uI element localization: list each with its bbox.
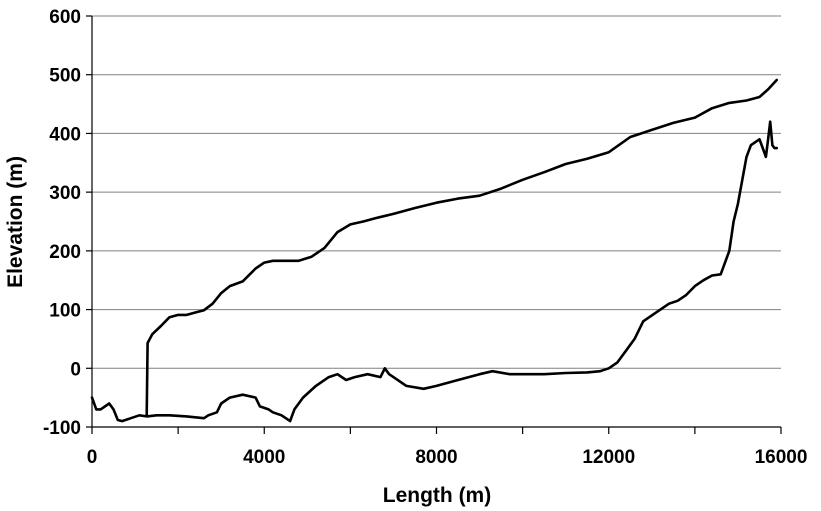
series-line-2	[90, 120, 779, 423]
y-tick-label: -100	[43, 418, 81, 439]
x-tick-label: 12000	[582, 447, 635, 468]
y-tick-label: 400	[49, 124, 81, 145]
x-tick-label: 0	[87, 447, 98, 468]
y-tick-label: 500	[49, 66, 81, 87]
y-tick-label: 300	[49, 183, 81, 204]
y-axis-title: Elevation (m)	[4, 156, 27, 288]
axes	[86, 15, 782, 434]
x-tick-label: 16000	[755, 447, 808, 468]
y-tick-label: 0	[70, 359, 81, 380]
series-lines	[90, 78, 779, 423]
series-line-1	[145, 78, 779, 417]
y-tick-label: 200	[49, 242, 81, 263]
y-tick-label: 600	[49, 7, 81, 28]
x-axis-title: Length (m)	[383, 484, 491, 507]
y-tick-label: 100	[49, 301, 81, 322]
x-tick-label: 8000	[415, 447, 457, 468]
gridlines	[92, 15, 781, 369]
y-tick-labels: -100 0 100 200 300 400 500 600	[43, 7, 81, 439]
x-tick-labels: 0 4000 8000 12000 16000	[87, 447, 808, 468]
x-tick-label: 4000	[243, 447, 285, 468]
